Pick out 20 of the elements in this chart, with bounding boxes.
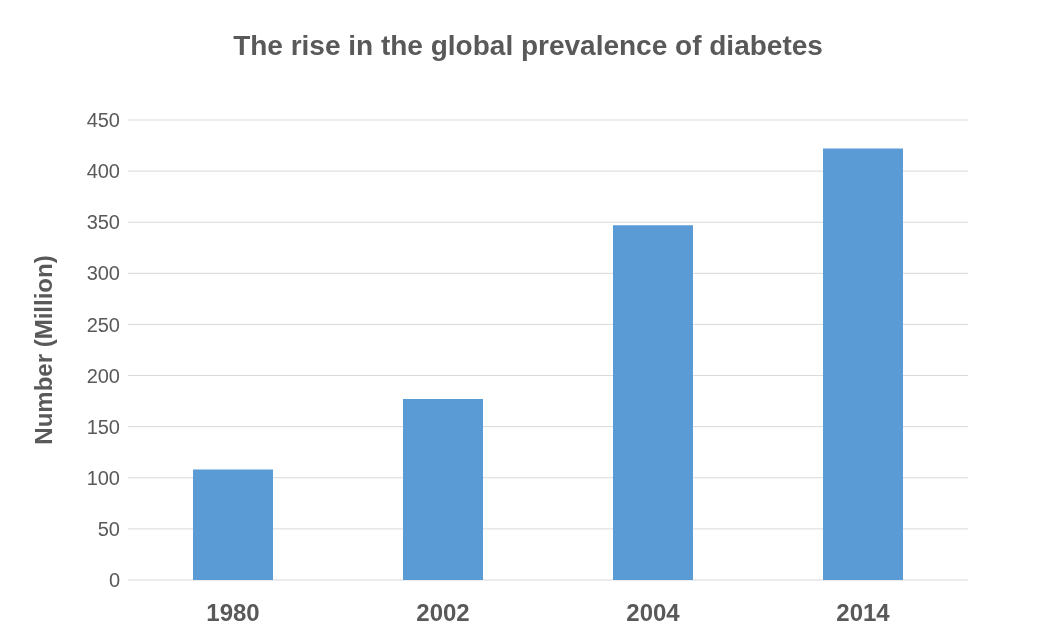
bar <box>193 469 273 580</box>
y-tick-label: 450 <box>86 109 120 132</box>
bar <box>613 225 693 580</box>
y-tick-label: 300 <box>86 262 120 285</box>
y-tick-label: 250 <box>86 313 120 336</box>
bar <box>403 399 483 580</box>
x-tick-label: 1980 <box>206 599 260 627</box>
y-tick-label: 0 <box>108 569 120 592</box>
x-tick-label: 2004 <box>626 599 681 627</box>
y-tick-label: 50 <box>97 517 120 540</box>
y-tick-label: 100 <box>86 466 120 489</box>
x-tick-label: 2002 <box>416 599 470 627</box>
y-tick-label: 200 <box>86 364 120 387</box>
x-tick-label: 2014 <box>836 599 891 627</box>
y-tick-label: 350 <box>86 211 120 234</box>
bar <box>823 148 903 580</box>
chart-title: The rise in the global prevalence of diabetes <box>232 29 824 63</box>
y-tick-label: 400 <box>86 160 120 183</box>
y-tick-label: 150 <box>86 415 120 438</box>
y-axis-title: Number (Million) <box>29 255 57 445</box>
